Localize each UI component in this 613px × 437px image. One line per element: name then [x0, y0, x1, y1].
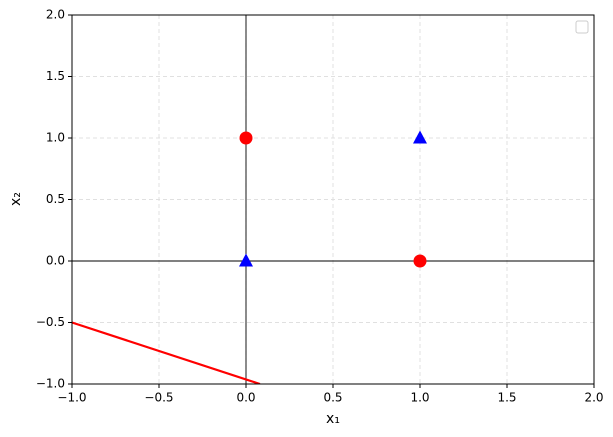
x-tick-label: 1.5: [497, 391, 516, 405]
x-tick-label: 2.0: [584, 391, 603, 405]
point: [239, 253, 253, 267]
plot-area: [72, 130, 427, 384]
y-tick-label: 0.5: [46, 192, 65, 206]
y-tick-label: −0.5: [36, 315, 65, 329]
plot-frame: [71, 14, 595, 385]
y-tick-label: 0.0: [46, 254, 65, 268]
point: [239, 131, 253, 145]
line: [72, 321, 261, 384]
point: [413, 254, 427, 268]
point: [413, 130, 427, 144]
legend: [575, 20, 589, 34]
y-tick-label: 2.0: [46, 8, 65, 22]
x-tick-label: 0.0: [236, 391, 255, 405]
y-tick-label: −1.0: [36, 377, 65, 391]
y-tick-label: 1.0: [46, 131, 65, 145]
y-tick-label: 1.5: [46, 69, 65, 83]
y-axis-label: x₂: [8, 192, 24, 206]
x-tick-label: −0.5: [144, 391, 173, 405]
x-tick-label: 1.0: [410, 391, 429, 405]
x-axis-label: x₁: [326, 411, 340, 427]
x-tick-label: −1.0: [57, 391, 86, 405]
x-tick-label: 0.5: [323, 391, 342, 405]
